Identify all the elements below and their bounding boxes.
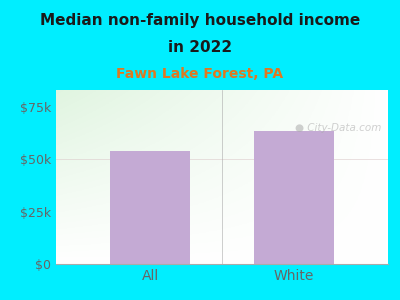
Text: Fawn Lake Forest, PA: Fawn Lake Forest, PA	[116, 68, 284, 82]
Bar	[254, 131, 334, 264]
Text: Median non-family household income: Median non-family household income	[40, 14, 360, 28]
Bar	[110, 151, 190, 264]
Text: in 2022: in 2022	[168, 40, 232, 56]
Text: ● City-Data.com: ● City-Data.com	[295, 123, 382, 133]
